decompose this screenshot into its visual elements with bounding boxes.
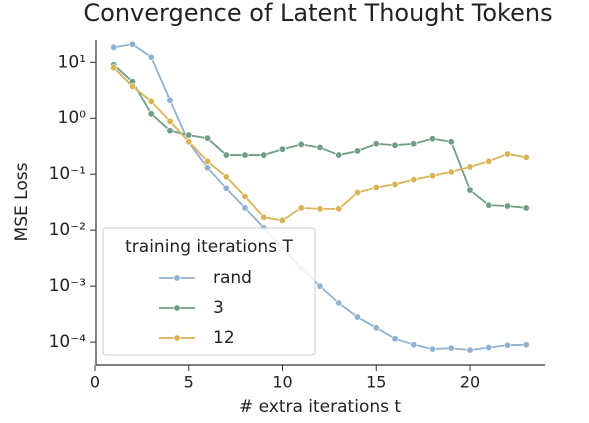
- legend-marker: [173, 274, 181, 282]
- data-point: [204, 157, 212, 165]
- data-point: [147, 53, 155, 61]
- x-axis-label: # extra iterations t: [239, 397, 401, 417]
- data-point: [466, 163, 474, 171]
- legend-label: 12: [213, 328, 235, 348]
- data-point: [410, 341, 418, 349]
- data-point: [485, 344, 493, 352]
- legend-label: rand: [213, 268, 252, 288]
- data-point: [316, 144, 324, 152]
- data-point: [428, 172, 436, 180]
- data-point: [185, 138, 193, 146]
- data-point: [485, 201, 493, 209]
- x-tick-label: 15: [366, 373, 386, 392]
- data-point: [428, 345, 436, 353]
- legend-marker: [173, 304, 181, 312]
- data-point: [522, 153, 530, 161]
- data-point: [503, 341, 511, 349]
- data-point: [222, 184, 230, 192]
- data-point: [316, 282, 324, 290]
- data-point: [410, 140, 418, 148]
- legend-label: 3: [213, 298, 224, 318]
- data-point: [110, 43, 118, 51]
- y-tick-label: 10⁻¹: [49, 164, 86, 184]
- data-point: [372, 140, 380, 148]
- data-point: [204, 134, 212, 142]
- data-point: [129, 82, 137, 90]
- data-point: [204, 164, 212, 172]
- data-point: [316, 205, 324, 213]
- chart-title: Convergence of Latent Thought Tokens: [83, 0, 552, 27]
- legend-title: training iterations T: [125, 237, 293, 257]
- data-point: [147, 110, 155, 118]
- data-point: [185, 131, 193, 139]
- data-point: [166, 96, 174, 104]
- y-tick-label: 10⁻²: [49, 220, 86, 240]
- data-point: [166, 117, 174, 125]
- x-tick-label: 0: [90, 373, 100, 392]
- x-tick-label: 20: [460, 373, 480, 392]
- legend: training iterations T rand 3 12: [102, 227, 316, 356]
- data-point: [335, 299, 343, 307]
- data-point: [297, 204, 305, 212]
- data-point: [447, 344, 455, 352]
- data-point: [353, 189, 361, 197]
- data-point: [241, 151, 249, 159]
- data-point: [353, 147, 361, 155]
- legend-marker: [173, 334, 181, 342]
- data-point: [260, 151, 268, 159]
- data-point: [466, 186, 474, 194]
- data-point: [241, 192, 249, 200]
- legend-box: [102, 227, 316, 356]
- data-point: [447, 138, 455, 146]
- data-point: [466, 346, 474, 354]
- data-point: [222, 151, 230, 159]
- data-point: [522, 341, 530, 349]
- data-point: [278, 216, 286, 224]
- series-line: [113, 64, 527, 209]
- data-point: [278, 145, 286, 153]
- data-point: [410, 176, 418, 184]
- data-point: [147, 97, 155, 105]
- data-point: [222, 173, 230, 181]
- data-point: [166, 127, 174, 135]
- data-point: [503, 202, 511, 210]
- data-point: [129, 40, 137, 48]
- data-point: [447, 168, 455, 176]
- data-point: [391, 335, 399, 343]
- data-point: [110, 64, 118, 72]
- data-point: [391, 141, 399, 149]
- data-point: [428, 135, 436, 143]
- data-point: [522, 204, 530, 212]
- data-point: [503, 150, 511, 158]
- data-point: [297, 140, 305, 148]
- y-tick-label: 10¹: [58, 52, 86, 72]
- y-tick-label: 10⁻⁴: [49, 332, 87, 352]
- data-point: [372, 183, 380, 191]
- data-point: [353, 313, 361, 321]
- data-point: [335, 151, 343, 159]
- x-tick-label: 10: [272, 373, 292, 392]
- y-tick-label: 10⁻³: [49, 276, 86, 296]
- data-point: [391, 180, 399, 188]
- data-point: [260, 213, 268, 221]
- y-axis-label: MSE Loss: [12, 162, 32, 241]
- y-tick-label: 10⁰: [58, 108, 87, 128]
- data-point: [241, 204, 249, 212]
- x-tick-label: 5: [184, 373, 194, 392]
- data-point: [372, 324, 380, 332]
- data-point: [485, 157, 493, 165]
- data-point: [335, 205, 343, 213]
